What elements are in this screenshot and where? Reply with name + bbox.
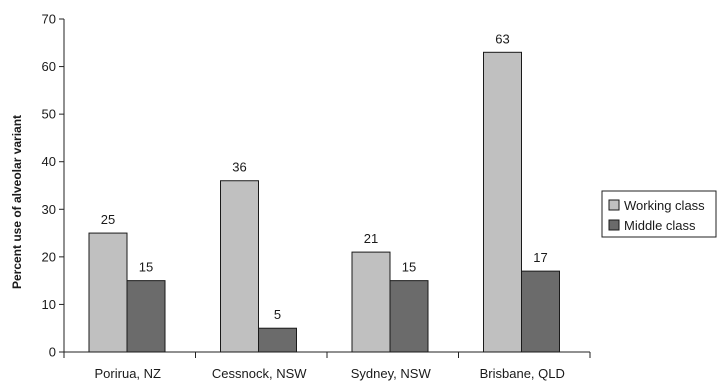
x-category-label: Sydney, NSW [351, 366, 432, 381]
x-category-label: Cessnock, NSW [212, 366, 307, 381]
data-label: 25 [101, 212, 115, 227]
x-category-label: Brisbane, QLD [480, 366, 565, 381]
bar-working-class [220, 180, 259, 353]
bar-middle-class [126, 280, 166, 353]
bar-middle-class [521, 270, 560, 353]
bar-working-class [483, 51, 522, 353]
x-category-label: Porirua, NZ [95, 366, 162, 381]
legend: Working class Middle class [601, 190, 717, 238]
data-label: 17 [533, 250, 547, 265]
legend-swatch [608, 199, 620, 211]
legend-box [601, 190, 717, 238]
bars [88, 51, 560, 353]
data-label: 36 [232, 160, 246, 175]
y-tick-label: 30 [42, 202, 56, 217]
bar-middle-class [258, 327, 297, 353]
data-label: 63 [495, 31, 509, 46]
y-tick-label: 60 [42, 59, 56, 74]
data-label: 15 [139, 260, 153, 275]
data-labels: 25 36 21 63 15 5 15 17 [101, 31, 548, 322]
legend-swatch [608, 219, 620, 231]
y-tick-label: 50 [42, 107, 56, 122]
data-label: 5 [274, 307, 281, 322]
y-axis-title: Percent use of alveolar variant [10, 115, 24, 289]
x-axis: Porirua, NZ Cessnock, NSW Sydney, NSW Brisb… [63, 351, 591, 381]
y-tick-label: 10 [42, 297, 56, 312]
y-tick-label: 40 [42, 154, 56, 169]
y-tick-label: 0 [49, 345, 56, 360]
bar-working-class [351, 251, 391, 353]
bar-middle-class [389, 280, 429, 353]
legend-label: Middle class [624, 218, 696, 233]
legend-label: Working class [624, 198, 705, 213]
y-tick-label: 70 [42, 12, 56, 27]
y-tick-label: 20 [42, 249, 56, 264]
data-label: 21 [364, 231, 378, 246]
data-label: 15 [402, 260, 416, 275]
y-axis: 0 10 20 30 40 50 60 70 [42, 12, 65, 360]
bar-working-class [88, 232, 128, 353]
